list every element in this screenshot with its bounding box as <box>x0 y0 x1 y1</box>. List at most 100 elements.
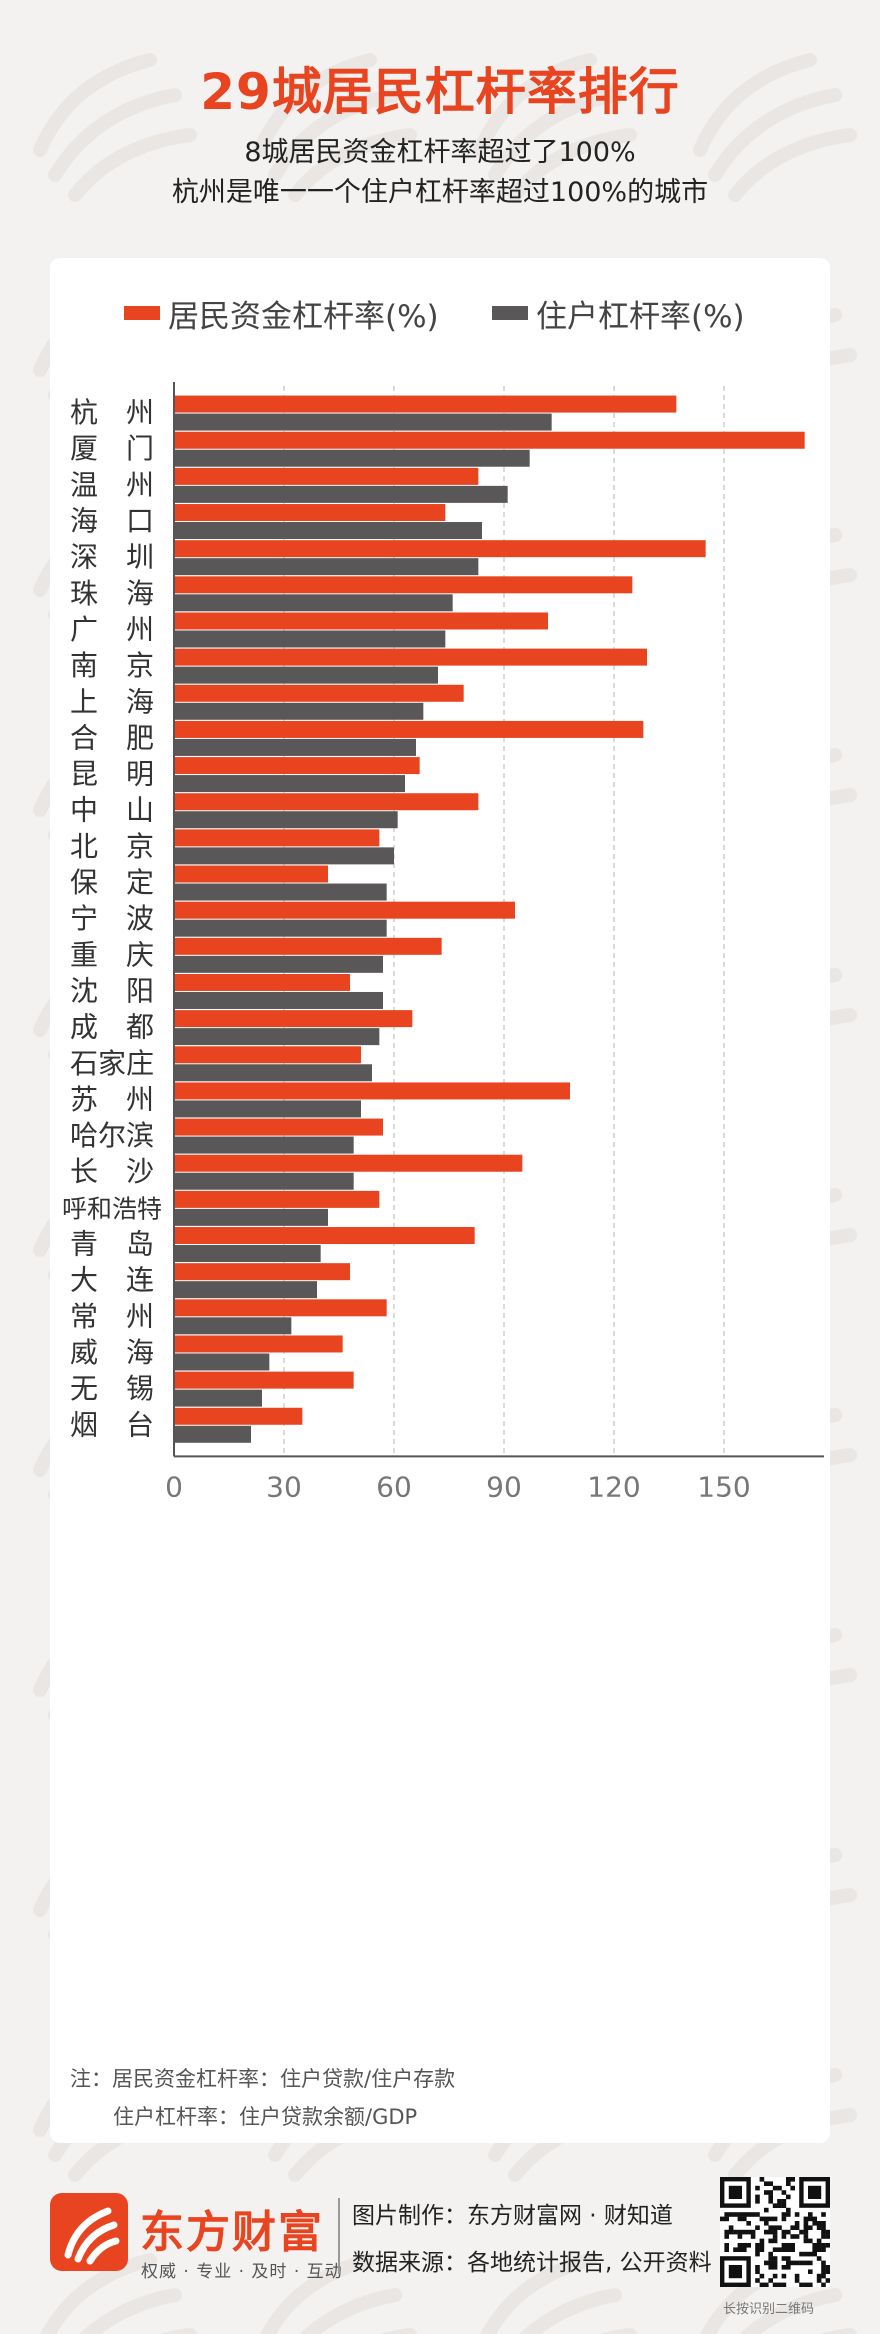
bar-series-1-16 <box>174 973 350 991</box>
legend-swatch-series-1 <box>124 306 160 320</box>
bar-series-1-23 <box>174 1227 475 1245</box>
category-label-10: 昆 明 <box>70 758 154 791</box>
category-label-0: 杭 州 <box>70 396 154 429</box>
category-label-27: 无 锡 <box>70 1372 154 1405</box>
subtitle-line-2: 杭州是唯一一个住户杠杆率超过100%的城市 <box>171 177 709 208</box>
category-label-3: 海 口 <box>70 505 154 538</box>
bar-series-2-26 <box>174 1353 270 1371</box>
category-label-26: 威 海 <box>70 1336 154 1369</box>
bar-series-2-6 <box>174 630 446 648</box>
bar-series-2-10 <box>174 775 405 793</box>
bar-series-2-25 <box>174 1317 292 1335</box>
bar-series-1-17 <box>174 1010 413 1028</box>
bar-series-2-13 <box>174 883 387 901</box>
bar-series-1-11 <box>174 793 479 811</box>
bar-series-2-3 <box>174 522 482 540</box>
category-label-14: 宁 波 <box>70 902 154 935</box>
bar-series-1-25 <box>174 1299 387 1317</box>
qr-caption: 长按识别二维码 <box>723 2302 815 2317</box>
bar-series-1-20 <box>174 1118 383 1136</box>
category-label-23: 青 岛 <box>70 1228 154 1261</box>
category-label-9: 合 肥 <box>70 721 154 754</box>
bar-series-2-21 <box>174 1172 354 1190</box>
brand-logo-icon <box>50 2193 128 2271</box>
x-tick-label-3: 90 <box>486 1470 522 1503</box>
note-line-2: 住户杠杆率：住户贷款余额/GDP <box>113 2105 418 2129</box>
footer-divider <box>338 2198 340 2274</box>
bar-series-2-24 <box>174 1281 317 1299</box>
category-label-20: 哈尔滨 <box>70 1119 154 1152</box>
bar-series-2-8 <box>174 702 424 720</box>
bar-series-2-2 <box>174 485 508 503</box>
bar-series-1-24 <box>174 1263 350 1281</box>
bar-series-2-17 <box>174 1028 380 1046</box>
bar-series-2-15 <box>174 955 383 973</box>
category-label-21: 长 沙 <box>70 1155 154 1188</box>
category-label-12: 北 京 <box>70 830 154 863</box>
bar-series-1-0 <box>174 395 677 413</box>
bar-series-2-9 <box>174 738 416 756</box>
category-label-6: 广 州 <box>70 613 154 646</box>
bar-series-2-16 <box>174 991 383 1009</box>
bar-series-2-28 <box>174 1425 251 1443</box>
subtitle-line-1: 8城居民资金杠杆率超过了100% <box>244 137 636 168</box>
brand-tagline: 权威 · 专业 · 及时 · 互动 <box>141 2262 343 2282</box>
bar-series-1-27 <box>174 1371 354 1389</box>
x-tick-label-2: 60 <box>376 1470 412 1503</box>
bar-series-1-8 <box>174 684 464 702</box>
bar-series-2-22 <box>174 1208 328 1226</box>
bar-series-1-14 <box>174 901 515 919</box>
legend-item-series-1: 居民资金杠杆率(%) <box>124 293 439 335</box>
bar-series-1-26 <box>174 1335 343 1353</box>
bar-series-2-27 <box>174 1389 262 1407</box>
category-label-17: 成 都 <box>70 1011 154 1044</box>
category-label-13: 保 定 <box>70 866 154 899</box>
bar-series-2-7 <box>174 666 438 684</box>
bar-series-1-13 <box>174 865 328 883</box>
bar-series-1-9 <box>174 720 644 738</box>
bar-series-2-14 <box>174 919 387 937</box>
bar-series-2-12 <box>174 847 394 865</box>
category-label-5: 珠 海 <box>70 577 154 610</box>
bar-series-1-1 <box>174 431 805 449</box>
x-tick-label-4: 120 <box>587 1470 640 1503</box>
bar-series-1-12 <box>174 829 380 847</box>
category-label-25: 常 州 <box>70 1300 154 1333</box>
bar-series-1-2 <box>174 467 479 485</box>
bar-series-1-10 <box>174 757 420 775</box>
category-label-8: 上 海 <box>70 685 154 718</box>
category-label-24: 大 连 <box>70 1264 154 1297</box>
x-tick-label-5: 150 <box>697 1470 750 1503</box>
bar-series-1-18 <box>174 1046 361 1064</box>
bar-series-1-19 <box>174 1082 570 1100</box>
bar-series-1-6 <box>174 612 548 630</box>
bar-series-2-1 <box>174 449 530 467</box>
category-label-11: 中 山 <box>70 794 154 827</box>
bar-series-2-4 <box>174 558 479 576</box>
legend-swatch-series-2 <box>492 306 528 320</box>
category-label-28: 烟 台 <box>70 1408 154 1441</box>
bar-series-1-15 <box>174 937 442 955</box>
bar-series-1-28 <box>174 1407 303 1425</box>
x-tick-label-0: 0 <box>165 1470 183 1503</box>
credit-source: 数据来源：各地统计报告, 公开资料 <box>352 2250 712 2276</box>
note-line-1: 注：居民资金杠杆率：住户贷款/住户存款 <box>70 2067 456 2091</box>
category-label-22: 呼和浩特 <box>62 1194 162 1223</box>
bar-series-1-21 <box>174 1154 523 1172</box>
legend-label-series-2: 住户杠杆率(%) <box>536 298 745 335</box>
bar-series-2-20 <box>174 1136 354 1154</box>
credit-producer: 图片制作：东方财富网 · 财知道 <box>352 2203 673 2229</box>
bar-series-1-22 <box>174 1190 380 1208</box>
bar-series-2-11 <box>174 811 398 829</box>
category-label-1: 厦 门 <box>70 432 154 465</box>
bar-series-1-7 <box>174 648 647 666</box>
legend-item-series-2: 住户杠杆率(%) <box>492 293 745 335</box>
category-label-4: 深 圳 <box>70 541 154 574</box>
bar-series-2-0 <box>174 413 552 431</box>
bar-series-2-23 <box>174 1245 321 1263</box>
category-label-16: 沈 阳 <box>70 974 154 1007</box>
category-label-18: 石家庄 <box>70 1047 154 1080</box>
category-label-2: 温 州 <box>70 468 154 501</box>
qr-code-icon[interactable] <box>720 2177 830 2287</box>
